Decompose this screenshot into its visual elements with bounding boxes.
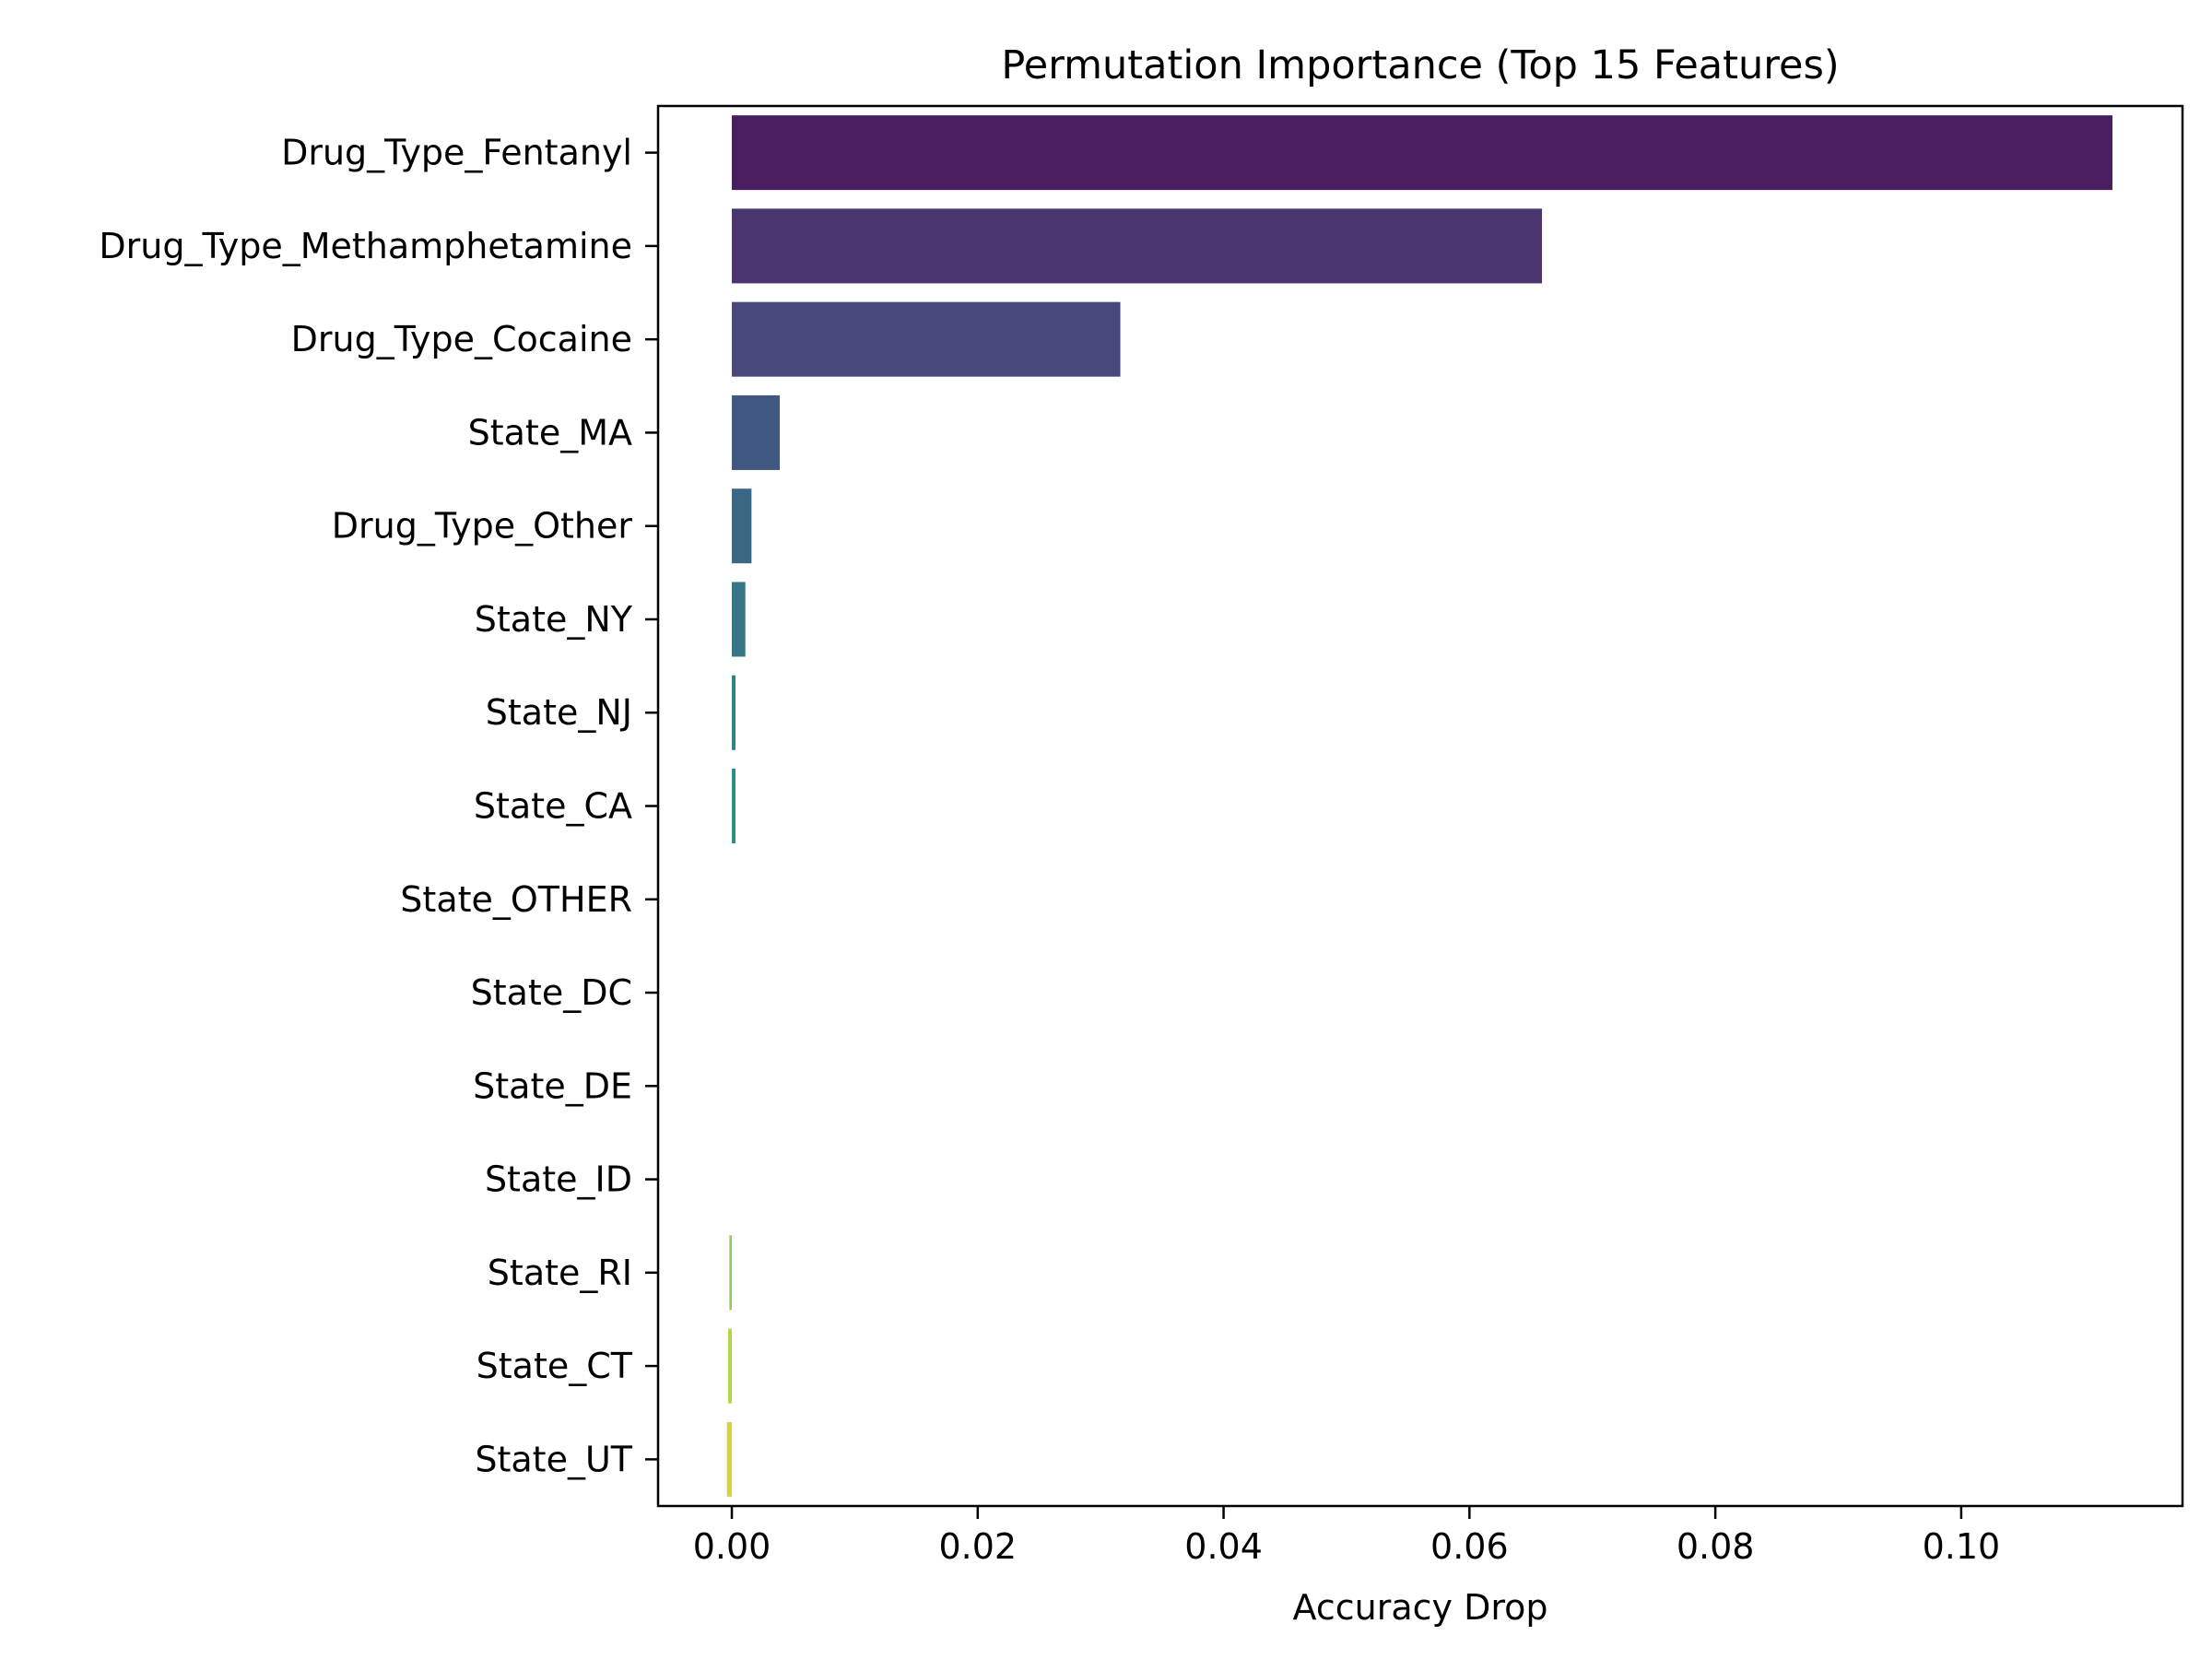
bar-state-nj (732, 675, 736, 750)
y-tick-label: State_ID (485, 1159, 632, 1200)
y-tick-label: State_MA (468, 412, 632, 453)
bar-state-ny (732, 582, 746, 657)
y-tick-label: Drug_Type_Fentanyl (281, 133, 632, 173)
bar-drug-type-fentanyl (732, 115, 2112, 191)
bar-state-ca (732, 768, 736, 843)
bar-state-ut (726, 1421, 733, 1497)
x-tick-label: 0.06 (1430, 1526, 1509, 1567)
y-tick-label: State_RI (488, 1253, 632, 1293)
bar-drug-type-methamphetamine (732, 208, 1543, 284)
bar-state-ma (732, 394, 781, 470)
y-tick-label: State_CA (474, 786, 632, 827)
bar-state-ri (729, 1235, 733, 1311)
y-tick-label: State_NJ (486, 692, 632, 733)
x-tick-label: 0.08 (1677, 1526, 1755, 1567)
y-tick-label: State_OTHER (400, 879, 632, 920)
y-tick-label: State_NY (475, 599, 633, 640)
y-tick-label: State_DC (471, 972, 632, 1013)
x-tick-label: 0.10 (1923, 1526, 2001, 1567)
bars-layer (726, 115, 2112, 1497)
bar-drug-type-other (732, 488, 752, 564)
x-axis-label: Accuracy Drop (1293, 1587, 1548, 1628)
bar-drug-type-cocaine (732, 301, 1121, 377)
y-tick-label: State_CT (477, 1346, 633, 1386)
y-axis: Drug_Type_Fentanyl Drug_Type_Methamphetam… (99, 133, 658, 1479)
y-tick-label: State_DE (473, 1065, 632, 1106)
bar-state-ct (728, 1328, 733, 1404)
y-tick-label: Drug_Type_Other (332, 506, 633, 547)
y-tick-label: Drug_Type_Methamphetamine (99, 226, 632, 266)
x-tick-label: 0.02 (939, 1526, 1018, 1567)
x-tick-label: 0.04 (1184, 1526, 1263, 1567)
chart-title: Permutation Importance (Top 15 Features) (1001, 42, 1839, 88)
x-tick-label: 0.00 (693, 1526, 771, 1567)
y-tick-label: State_UT (475, 1439, 632, 1479)
x-axis: 0.00 0.02 0.04 0.06 0.08 0.10 (693, 1506, 2000, 1567)
y-tick-label: Drug_Type_Cocaine (291, 319, 632, 359)
